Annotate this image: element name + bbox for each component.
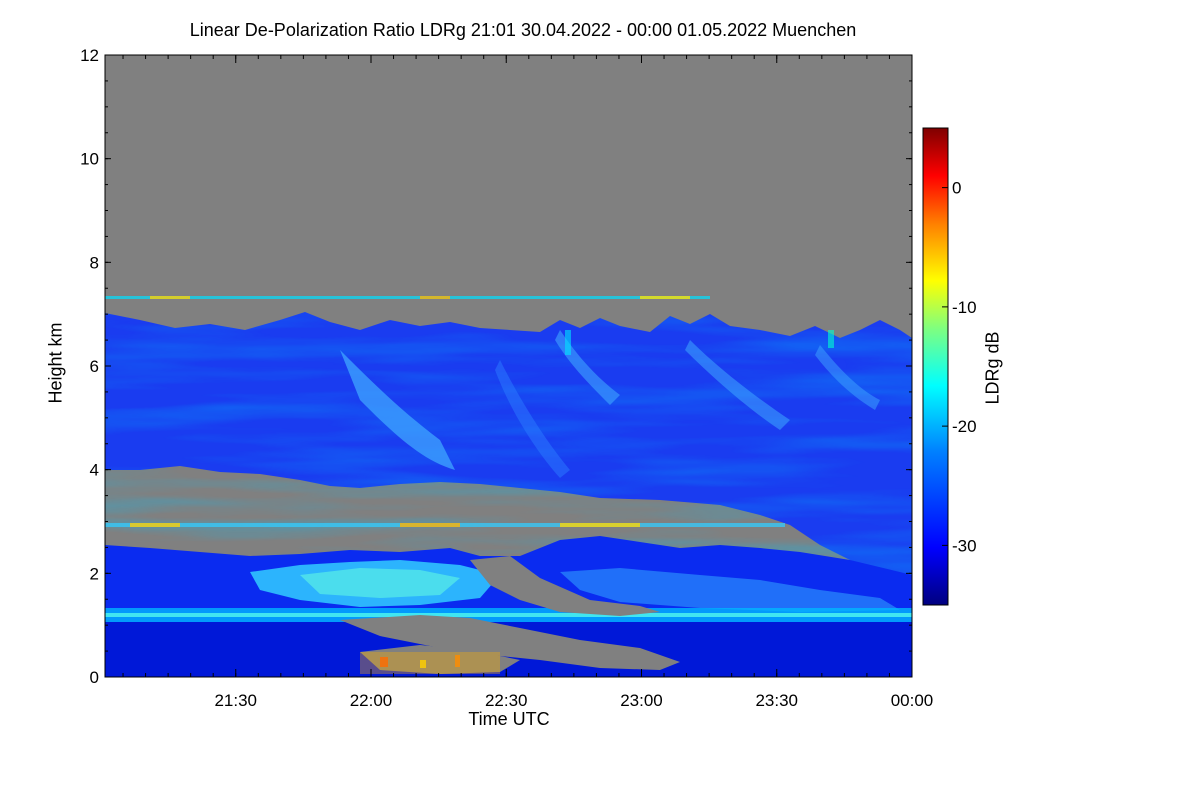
y-tick-label: 2 xyxy=(90,564,99,583)
y-tick-label: 12 xyxy=(80,46,99,65)
y-tick-label: 10 xyxy=(80,150,99,169)
colorbar xyxy=(922,127,949,606)
x-tick-label: 00:00 xyxy=(891,691,934,710)
heatmap-area xyxy=(105,55,912,677)
y-tick-label: 8 xyxy=(90,253,99,272)
x-tick-label: 22:00 xyxy=(350,691,393,710)
streak-upper xyxy=(105,296,710,299)
y-tick-label: 4 xyxy=(90,461,99,480)
x-tick-label: 22:30 xyxy=(485,691,528,710)
x-tick-label: 23:30 xyxy=(755,691,798,710)
colorbar-tick-label: -20 xyxy=(952,417,977,436)
colorbar-tick-label: -30 xyxy=(952,536,977,555)
colorbar-tick-label: 0 xyxy=(952,179,961,198)
chart-title: Linear De-Polarization Ratio LDRg 21:01 … xyxy=(189,20,857,40)
x-axis-label: Time UTC xyxy=(468,709,550,729)
y-tick-label: 6 xyxy=(90,357,99,376)
x-tick-label: 21:30 xyxy=(214,691,257,710)
y-tick-label: 0 xyxy=(90,668,99,687)
colorbar-tick-label: -10 xyxy=(952,298,977,317)
x-tick-label: 23:00 xyxy=(620,691,663,710)
